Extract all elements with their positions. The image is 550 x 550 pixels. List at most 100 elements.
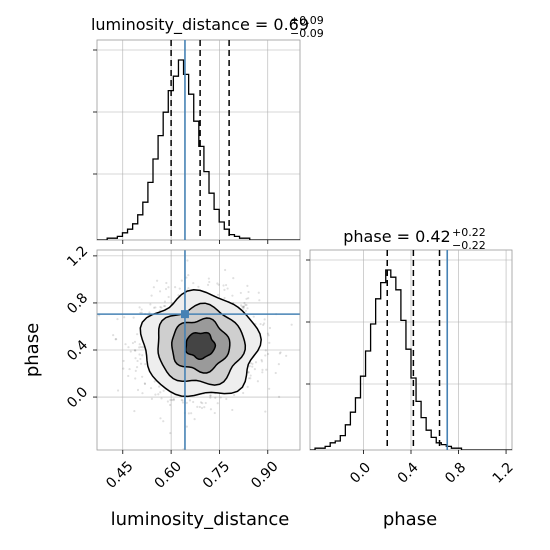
sample-point [247,377,251,380]
sample-point [245,297,248,300]
sample-point [136,333,139,336]
sample-point [185,425,188,428]
sample-point [185,401,188,404]
sample-point [198,405,201,409]
title-luminosity-distance-minus: −0.09 [290,27,324,40]
title-phase-plus: +0.22 [452,226,486,239]
sample-point [251,365,254,368]
sample-point [244,309,247,312]
sample-point [162,389,165,392]
sample-point [243,301,246,305]
sample-point [188,399,192,402]
sample-point [232,277,235,280]
hist-phase-xtick-label-0: 0.0 [347,460,374,487]
sample-point [114,338,117,341]
sample-point [242,305,245,309]
sample-point [135,366,139,369]
sample-point [241,306,244,309]
sample-point [150,294,153,297]
hist-phase-xtick-label-2: 0.8 [442,460,469,487]
sample-point [143,382,147,386]
sample-point [253,368,256,371]
sample-point [187,412,190,415]
sample-point [209,408,213,411]
sample-point [136,388,140,392]
sample-point [247,370,250,374]
sample-point [159,417,162,420]
sample-point [160,397,163,400]
sample-point [167,286,170,289]
sample-point [132,316,135,319]
sample-point [213,411,216,415]
sample-point [190,412,193,415]
xlabel-luminosity-distance: luminosity_distance [111,509,290,530]
sample-point [249,377,252,380]
sample-point [242,307,245,310]
sample-point [141,375,144,378]
sample-point [264,349,267,352]
hist-dist-step [97,59,300,240]
panel-luminosity-distance-histogram [93,39,301,244]
sample-point [115,337,118,341]
sample-point [141,354,144,357]
sample-point [262,322,266,325]
hist-phase-xtick-label-3: 1.2 [490,460,517,487]
sample-point [214,396,217,399]
density-fill-3 [185,332,216,360]
sample-point [154,306,157,309]
sample-point [187,273,190,277]
sample-point [165,281,168,285]
sample-point [122,359,125,363]
sample-point [209,394,212,397]
sample-point [133,409,136,413]
sample-point [139,362,143,365]
sample-point [144,363,147,366]
sample-point [209,396,212,399]
sample-point [162,420,165,423]
sample-point [246,307,249,310]
truth-marker [180,310,189,319]
sample-point [268,387,271,390]
sample-point [290,323,293,326]
title-phase-minus: −0.22 [452,239,486,252]
sample-point [174,285,177,289]
sample-point [224,268,227,272]
sample-point [265,368,268,371]
sample-point [254,361,258,364]
sample-point [158,290,162,293]
sample-point [216,282,219,285]
sample-point [169,403,172,407]
sample-point [216,402,219,405]
sample-point [159,391,162,394]
sample-point [216,293,220,296]
sample-point [172,399,175,402]
sample-point [166,400,169,403]
sample-point [274,371,277,375]
sample-point [133,340,137,343]
sample-point [217,283,220,286]
hist-phase-step [310,269,512,450]
sample-point [143,382,146,385]
sample-point [158,385,161,388]
sample-point [141,346,144,349]
sample-point [267,334,270,337]
2d-ytick-label-2: 0.8 [64,290,91,317]
sample-point [127,346,130,349]
sample-point [242,391,245,395]
ylabel-phase: phase [22,323,43,377]
sample-point [259,322,262,326]
sample-point [203,406,206,409]
sample-point [185,276,188,279]
sample-point [164,304,167,308]
2d-xtick-label-3: 0.90 [248,458,281,491]
sample-point [247,290,250,294]
sample-point [248,365,251,368]
sample-point [133,349,137,352]
title-phase: phase = 0.42 [343,227,450,246]
sample-point [249,362,252,365]
sample-point [245,303,248,307]
sample-point [264,410,267,413]
sample-point [246,385,249,388]
contour-line-1 [157,302,247,386]
sample-point [204,401,207,405]
